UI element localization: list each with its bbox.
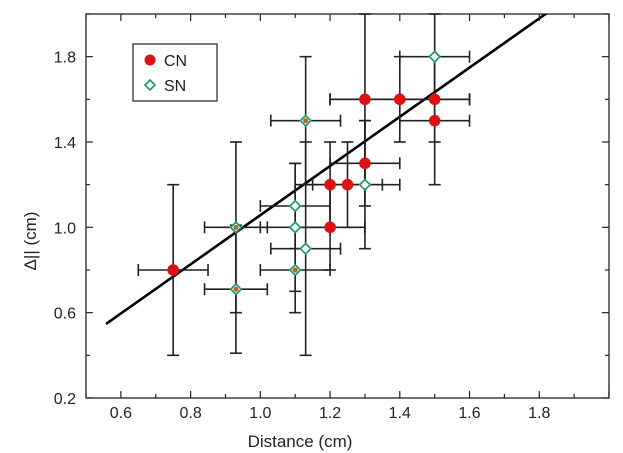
x-axis-title: Distance (cm) <box>248 432 353 451</box>
legend-sn-label: SN <box>164 78 186 95</box>
cn-point <box>359 157 371 170</box>
legend-box <box>132 43 218 102</box>
cn-point <box>167 264 179 276</box>
sn-point <box>288 199 302 213</box>
overlap-dot <box>292 267 298 273</box>
sn-point <box>288 220 302 234</box>
y-tick-label: 0.2 <box>54 391 76 408</box>
legend: CN SN <box>132 43 218 102</box>
y-tick-label: 1.8 <box>54 50 76 67</box>
cn-point <box>359 93 371 106</box>
x-tick-label: 0.6 <box>110 405 132 422</box>
cn-point <box>394 93 406 106</box>
x-tick-label: 0.8 <box>179 405 201 422</box>
x-tick-label: 1.6 <box>458 405 480 422</box>
cn-point <box>324 178 336 191</box>
y-tick-label: 1.0 <box>54 220 76 237</box>
legend-cn-label: CN <box>164 53 187 70</box>
overlap-dot <box>233 224 239 230</box>
cn-point <box>341 178 354 191</box>
legend-sn-marker <box>143 78 157 92</box>
y-tick-label: 0.6 <box>54 306 76 323</box>
y-axis-title: Δ|| (cm) <box>21 212 40 271</box>
x-tick-label: 1.0 <box>249 405 271 422</box>
x-tick-label: 1.4 <box>389 405 411 422</box>
sn-point <box>358 178 372 192</box>
x-tick-label: 1.2 <box>319 405 341 422</box>
sn-point <box>299 242 313 256</box>
cn-point <box>428 114 441 127</box>
plot-frame <box>85 13 610 399</box>
overlap-dot <box>233 286 239 292</box>
x-tick-label: 1.8 <box>528 405 550 422</box>
cn-point <box>324 221 336 234</box>
sn-point <box>428 50 442 64</box>
legend-cn-marker <box>144 54 156 66</box>
overlap-dot <box>303 118 309 124</box>
cn-point <box>428 93 441 106</box>
y-tick-label: 1.4 <box>54 135 76 152</box>
